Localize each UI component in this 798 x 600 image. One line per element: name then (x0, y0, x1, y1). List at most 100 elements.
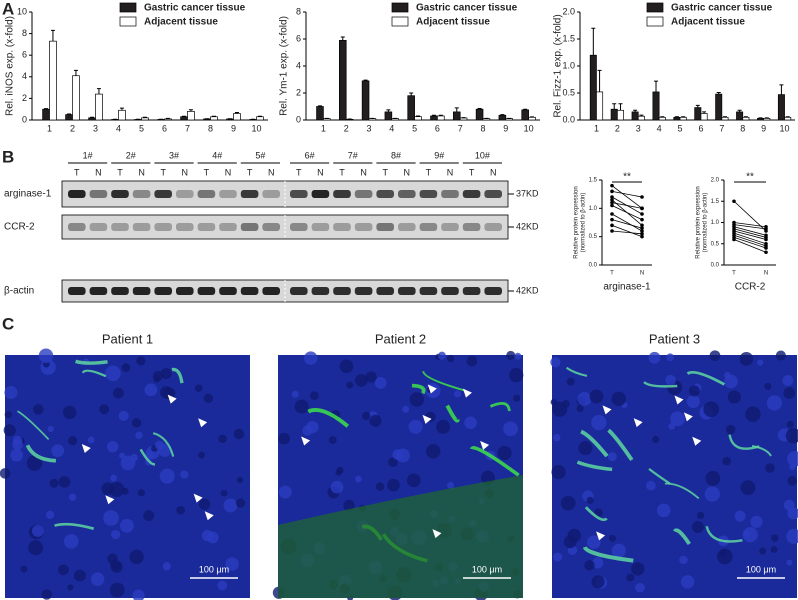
nucleus (409, 392, 424, 407)
arrowhead (462, 388, 472, 398)
point (640, 195, 644, 199)
point (610, 195, 614, 199)
significance-label: ** (623, 172, 631, 183)
nucleus (766, 395, 783, 411)
bar (721, 116, 729, 121)
y-tick-label: 6 (22, 50, 27, 60)
nucleus (446, 354, 455, 363)
blot-band (111, 287, 129, 295)
x-tick-label: 2 (344, 123, 349, 133)
nucleus (362, 411, 371, 421)
y-tick-label: 1.5 (589, 178, 598, 184)
pair-line (733, 239, 767, 253)
error-bar (257, 115, 262, 117)
nucleus (782, 375, 794, 386)
y-tick-label: 1.5 (711, 199, 720, 205)
bar (777, 94, 785, 121)
nucleus (354, 475, 362, 483)
lane-label: T (74, 167, 80, 177)
error-bar (612, 103, 617, 110)
nucleus (176, 505, 185, 515)
blot-band (68, 190, 86, 198)
nucleus (118, 410, 129, 421)
lane-label: T (382, 167, 388, 177)
x-tick-label: 3 (366, 123, 371, 133)
legend-label: Adjacent tissue (144, 17, 218, 28)
error-bar (779, 84, 784, 95)
nucleus (90, 572, 105, 586)
y-tick-label: 2.0 (711, 178, 720, 184)
blot-band (311, 190, 330, 198)
nucleus (291, 390, 299, 398)
arrowhead (81, 443, 91, 453)
point (610, 212, 614, 216)
group-label: 4# (212, 150, 222, 160)
bar (437, 115, 445, 121)
x-tick-label: 6 (435, 123, 440, 133)
nucleus (514, 352, 522, 360)
y-tick-label: 4 (22, 71, 27, 81)
error-bar (785, 116, 790, 118)
blot-band (462, 223, 481, 231)
nucleus (105, 365, 121, 382)
group-label: 9# (434, 150, 444, 160)
blot-band (419, 287, 438, 295)
nucleus (464, 416, 477, 430)
nucleus (577, 392, 592, 406)
y-tick-label: 0.5 (711, 241, 720, 247)
vessel (139, 448, 156, 466)
error-bar (654, 80, 659, 92)
bar (210, 116, 218, 121)
y-tick-label: 2.0 (562, 6, 575, 16)
error-bar (618, 103, 623, 111)
nucleus (578, 441, 593, 456)
blot-band (311, 223, 330, 231)
vessel (648, 467, 671, 485)
nucleus (335, 469, 343, 476)
blot-band (176, 223, 194, 231)
nucleus (62, 405, 77, 420)
point (610, 189, 614, 194)
error-bar (639, 114, 644, 117)
bar (339, 39, 347, 121)
nucleus (764, 382, 772, 390)
lane-label: T (160, 167, 166, 177)
nucleus (740, 480, 756, 496)
lane-label: N (447, 167, 454, 177)
arrowhead (633, 418, 643, 428)
nucleus (28, 540, 44, 556)
bar (757, 118, 765, 121)
nucleus (566, 377, 575, 386)
x-tick-label: 7 (185, 123, 190, 133)
row-label: CCR-2 (4, 222, 35, 233)
bar (596, 91, 604, 121)
x-tick-label: 6 (162, 123, 167, 133)
blot-band (219, 223, 237, 231)
y-axis-label: (normalized to β-actin) (581, 193, 587, 253)
x-tick-label: 5 (412, 123, 417, 133)
nucleus (563, 535, 577, 549)
vessel (411, 383, 426, 395)
error-bar (50, 29, 55, 42)
blot-band (262, 190, 280, 198)
scale-label: 100 μm (746, 564, 776, 574)
vessel (705, 525, 743, 543)
nucleus (584, 560, 595, 571)
row-label: β-actin (4, 286, 34, 297)
bar (616, 109, 624, 121)
nucleus (665, 374, 677, 386)
x-tick-label: 2 (70, 123, 75, 133)
pair-line (733, 234, 767, 247)
point (610, 200, 614, 205)
nucleus (552, 401, 568, 417)
vessel (152, 432, 175, 457)
error-bar (722, 116, 727, 118)
blot-band (240, 190, 259, 198)
point (764, 250, 768, 255)
nucleus (69, 493, 77, 501)
x-tick-label: 6 (698, 123, 703, 133)
error-bar (695, 104, 700, 108)
nucleus (388, 457, 398, 468)
nucleus (787, 507, 798, 520)
